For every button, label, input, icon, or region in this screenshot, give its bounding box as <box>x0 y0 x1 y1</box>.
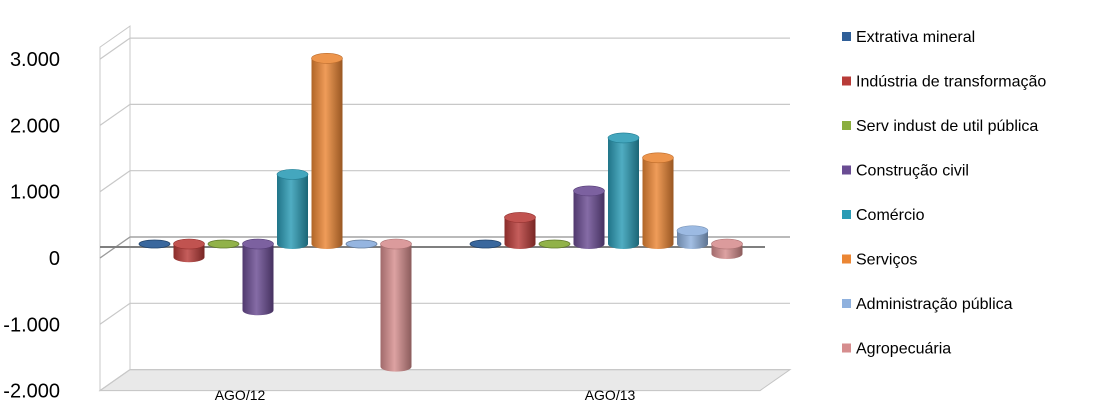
zero-plane-back <box>99 236 790 259</box>
y-axis: 3.000 2.000 1.000 0 -1.000 -2.000 <box>3 49 60 403</box>
legend-swatch <box>842 165 851 175</box>
legend-label: Construção civil <box>856 163 969 180</box>
bar <box>380 238 412 372</box>
bar <box>207 239 240 249</box>
bars <box>138 53 743 372</box>
bar <box>538 239 571 249</box>
legend-swatch <box>842 32 851 41</box>
y-tick-label: 0 <box>49 248 60 270</box>
legend-swatch <box>842 76 851 86</box>
legend-item: Indústria de transformação <box>842 74 1046 91</box>
bar <box>345 239 378 249</box>
legend-label: Serviços <box>856 252 917 269</box>
bar <box>711 238 743 259</box>
legend-swatch <box>842 254 851 264</box>
bar <box>573 185 605 249</box>
legend: Extrativa mineral Indústria de transforma… <box>842 29 1046 358</box>
legend-item: Comércio <box>842 207 925 224</box>
legend-item: Serviços <box>842 252 917 269</box>
gridline <box>99 37 790 60</box>
bar <box>138 239 171 249</box>
y-tick-label: -2.000 <box>3 381 60 403</box>
bar <box>276 169 309 249</box>
chart-walls <box>98 25 792 392</box>
y-tick-label: -1.000 <box>3 314 60 336</box>
bar <box>469 239 502 249</box>
bar <box>642 152 674 249</box>
legend-label: Indústria de transformação <box>856 74 1046 91</box>
x-tick-label: AGO/12 <box>215 387 266 403</box>
gridline <box>99 369 790 392</box>
gridline <box>99 170 790 193</box>
bar <box>311 53 343 249</box>
gridlines <box>99 37 790 392</box>
gridline <box>99 103 790 126</box>
legend-item: Extrativa mineral <box>842 29 975 46</box>
bar <box>173 238 205 263</box>
x-tick-label: AGO/13 <box>585 387 636 403</box>
bar <box>504 212 536 249</box>
legend-label: Extrativa mineral <box>856 29 975 46</box>
legend-item: Agropecuária <box>842 341 951 358</box>
y-tick-label: 3.000 <box>10 49 60 71</box>
legend-swatch <box>842 121 851 130</box>
side-wall <box>99 25 131 392</box>
legend-label: Administração pública <box>856 296 1013 313</box>
legend-item: Construção civil <box>842 163 969 180</box>
bar <box>676 225 709 249</box>
gridline <box>99 302 790 325</box>
legend-swatch <box>842 210 851 219</box>
y-tick-label: 2.000 <box>10 115 60 137</box>
x-axis: AGO/12 AGO/13 <box>215 387 636 403</box>
floor <box>98 369 792 392</box>
legend-swatch <box>842 299 851 308</box>
legend-swatch <box>842 343 851 353</box>
legend-label: Agropecuária <box>856 341 951 358</box>
legend-label: Comércio <box>856 207 925 224</box>
bar <box>607 132 640 249</box>
legend-label: Serv indust de util pública <box>856 118 1038 135</box>
legend-item: Serv indust de util pública <box>842 118 1038 135</box>
bar <box>242 238 274 316</box>
y-tick-label: 1.000 <box>10 182 60 204</box>
legend-item: Administração pública <box>842 296 1013 313</box>
